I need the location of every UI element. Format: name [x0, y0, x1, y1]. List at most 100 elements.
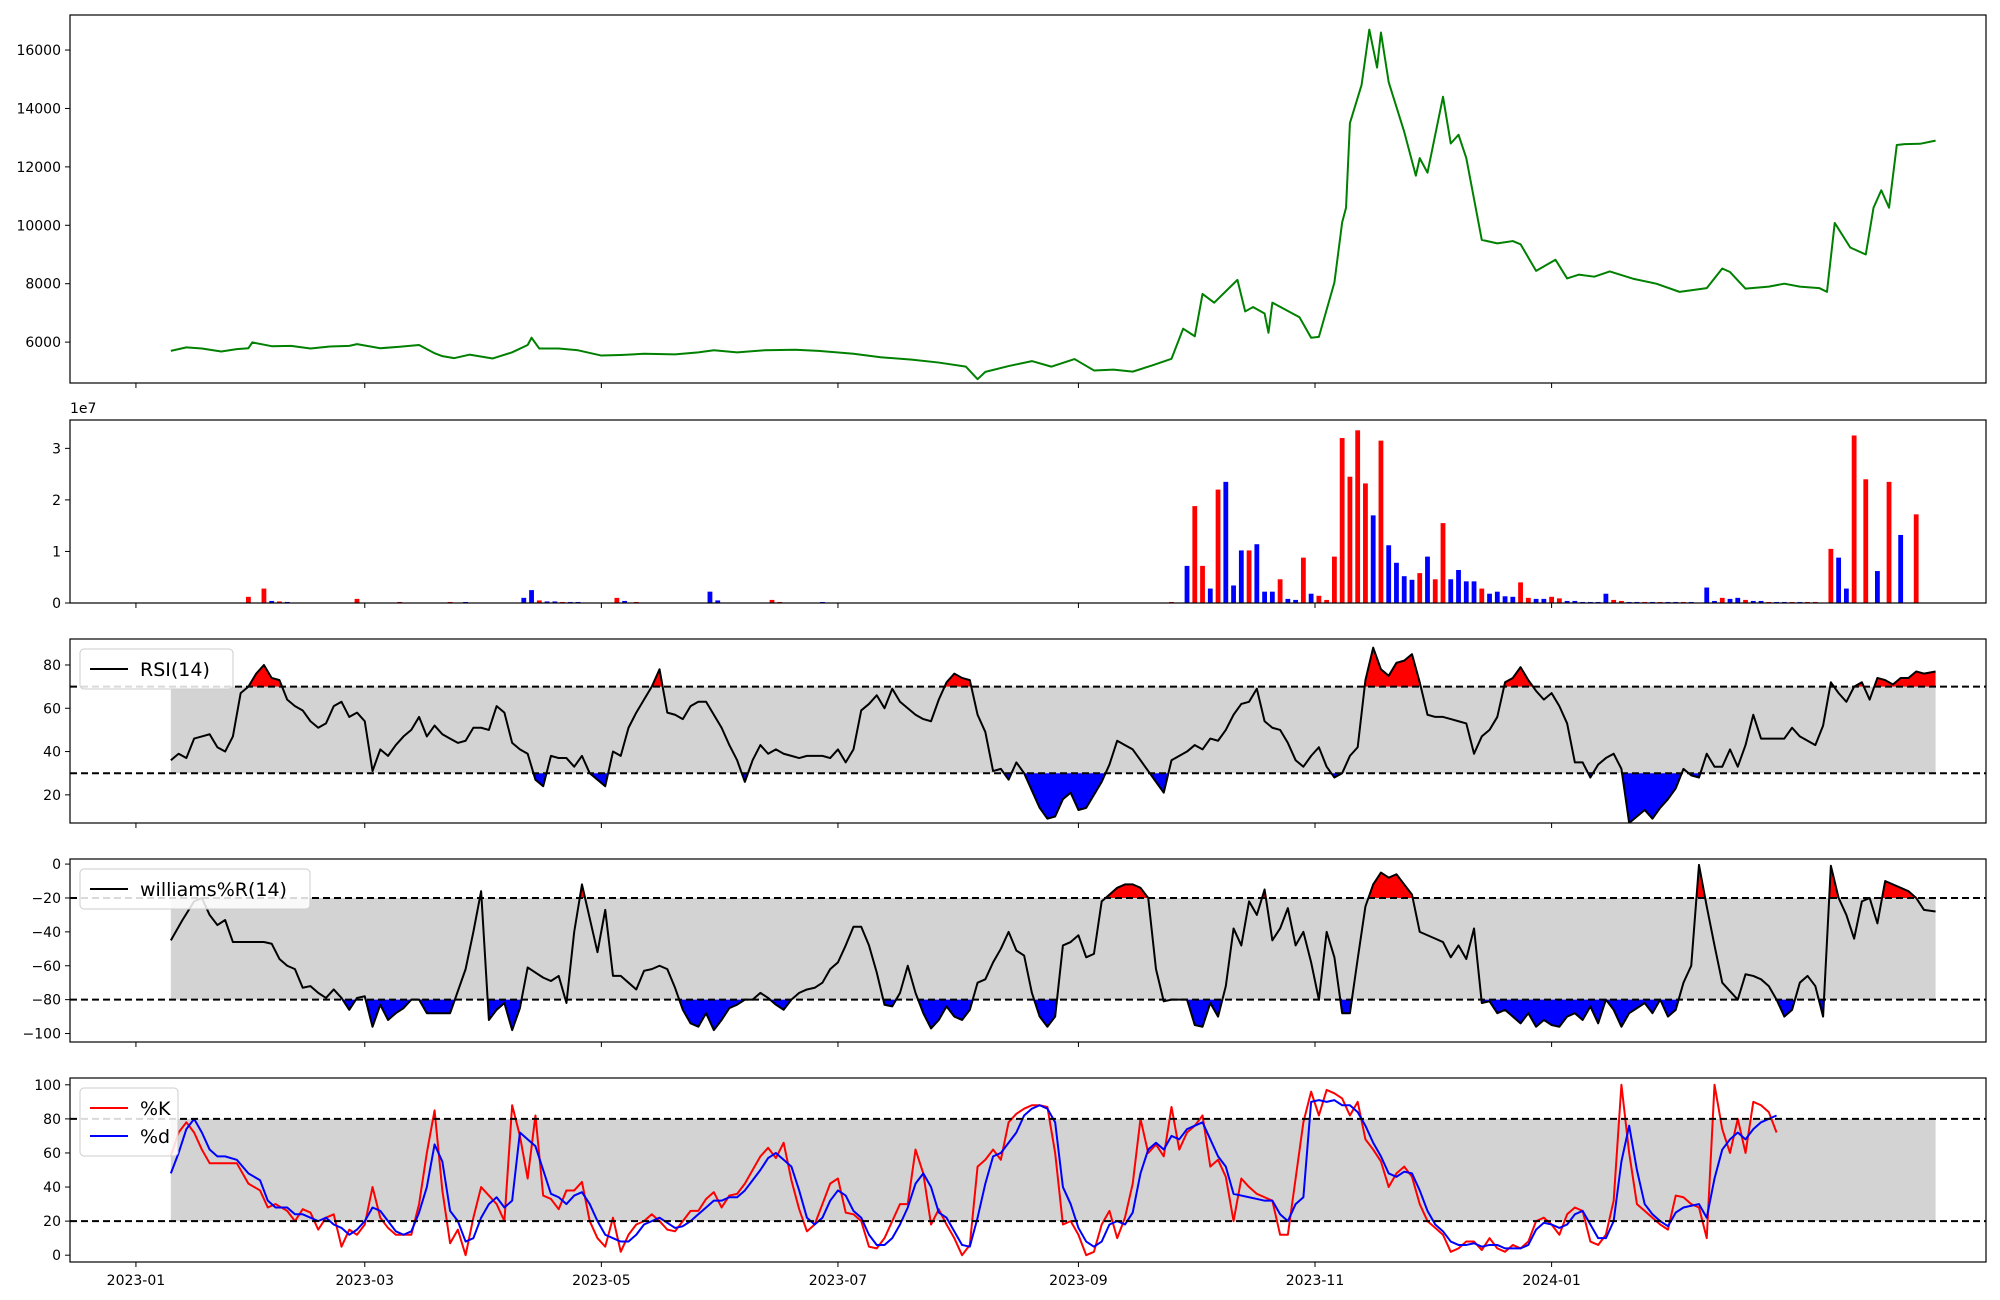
stochastic-neutral-band: [170, 1118, 1936, 1222]
volume-bar: [1463, 581, 1469, 603]
stochastic-series-line: [169, 1099, 1777, 1250]
volume-bar: [1332, 556, 1337, 603]
stochastic-legend-box: [79, 1087, 179, 1157]
volume-bar: [277, 601, 282, 603]
volume-bar: [1262, 591, 1267, 603]
stochastic-ytick-label: 80: [43, 1112, 61, 1128]
price-ytick-label: 6000: [25, 335, 61, 351]
williams-oversold-fill: [1187, 999, 1223, 1027]
rsi-legend-label: RSI(14): [140, 659, 210, 681]
date-tick-label: 2024-01: [1522, 1273, 1581, 1289]
price-panel: 6000 8000 10000 12000 14000 16000: [16, 14, 1987, 388]
williams-legend-label: williams%R(14): [140, 879, 287, 901]
williams-ytick-label: −20: [31, 891, 61, 907]
volume-bar: [536, 600, 542, 603]
volume-ytick-label: 0: [52, 596, 61, 612]
price-frame: [69, 14, 1987, 384]
rsi-ytick-label: 80: [43, 658, 61, 674]
williams-oversold-fill: [1481, 999, 1606, 1027]
rsi-ytick-label: 20: [43, 788, 61, 804]
volume-bar: [1308, 593, 1314, 603]
date-tick-label: 2023-01: [107, 1273, 166, 1289]
stochastic-panel: 0 20 40 60 80 100 %K %d: [34, 1077, 1987, 1267]
volume-bar: [1370, 515, 1376, 603]
volume-bar: [1603, 593, 1609, 603]
rsi-legend: RSI(14): [79, 648, 234, 690]
volume-bar: [1471, 581, 1477, 603]
volume-bar: [1409, 579, 1415, 603]
volume-bar: [1863, 479, 1869, 603]
stochastic-series-line: [169, 1083, 1778, 1257]
rsi-overbought-fill: [1504, 667, 1533, 687]
williams-plot-area: [70, 863, 1986, 1032]
stochastic-legend-label: %K: [140, 1098, 171, 1120]
williams-oversold-fill: [1340, 999, 1352, 1014]
volume-bar: [1425, 556, 1430, 603]
price-ytick-label: 8000: [25, 277, 61, 293]
rsi-overbought-fill: [248, 664, 283, 687]
stochastic-ytick-label: 0: [52, 1248, 61, 1264]
volume-bar: [1735, 597, 1741, 603]
williams-oversold-fill: [918, 999, 973, 1029]
volume-bar: [1207, 588, 1213, 603]
volume-bar: [707, 591, 713, 603]
williams-overbought-fill: [1882, 881, 1917, 898]
price-ytick-label: 12000: [16, 160, 61, 176]
volume-bar: [1293, 599, 1299, 603]
volume-bar: [1432, 579, 1438, 603]
volume-bar: [1231, 585, 1236, 603]
volume-bar: [1487, 593, 1492, 603]
volume-bar: [1556, 598, 1562, 603]
volume-bar: [1448, 579, 1454, 603]
date-axis: 2023-01 2023-03 2023-05 2023-07 2023-09 2023-…: [107, 1273, 1581, 1289]
williams-oversold-fill: [1605, 999, 1661, 1027]
volume-bar: [1564, 600, 1570, 603]
volume-bar: [354, 598, 360, 603]
williams-ytick-label: −80: [31, 993, 61, 1009]
volume-bar: [1254, 544, 1260, 603]
stochastic-ytick-label: 100: [34, 1078, 61, 1094]
date-tick-label: 2023-11: [1286, 1273, 1345, 1289]
volume-bar: [1836, 557, 1842, 603]
williams-legend-box: [79, 868, 311, 910]
volume-bar: [1541, 598, 1547, 603]
stochastic-legend-label: %d: [140, 1126, 170, 1148]
williams-oversold-fill: [1776, 999, 1795, 1017]
rsi-legend-box: [79, 648, 234, 690]
stochastic-ytick-label: 40: [43, 1180, 61, 1196]
volume-ytick-label: 1: [52, 544, 61, 560]
volume-bar: [1285, 598, 1291, 603]
volume-ytick-label: 2: [52, 493, 61, 509]
volume-bar: [1712, 600, 1717, 603]
williams-oversold-fill: [1034, 999, 1057, 1027]
volume-bar: [1727, 598, 1733, 603]
volume-bar: [1525, 597, 1531, 603]
williams-overbought-fill: [1105, 884, 1149, 898]
volume-bar: [769, 599, 775, 603]
volume-bar: [1875, 571, 1880, 603]
stochastic-legend: %K %d: [79, 1087, 179, 1157]
volume-bar: [622, 600, 628, 603]
volume-bar: [529, 590, 534, 603]
volume-bar: [261, 588, 267, 603]
volume-bar: [1378, 440, 1384, 603]
stochastic-ytick-label: 20: [43, 1214, 61, 1230]
volume-bar: [1238, 550, 1244, 603]
rsi-panel: 20 40 60 80 RSI(14): [43, 638, 1987, 828]
williams-ytick-label: 0: [52, 857, 61, 873]
volume-bar: [1200, 565, 1205, 603]
volume-bar: [1277, 579, 1283, 603]
rsi-overbought-fill: [944, 673, 972, 687]
volume-frame: [69, 419, 1987, 604]
volume-plot-area: [246, 430, 1919, 603]
williams-oversold-fill: [342, 999, 356, 1010]
date-tick-label: 2023-03: [336, 1273, 395, 1289]
volume-bar: [1386, 545, 1392, 603]
rsi-ytick-label: 40: [43, 745, 61, 761]
price-ytick-label: 14000: [16, 101, 61, 117]
williams-frame: [69, 858, 1987, 1043]
williams-oversold-fill: [419, 999, 455, 1014]
volume-bar: [1898, 534, 1904, 603]
